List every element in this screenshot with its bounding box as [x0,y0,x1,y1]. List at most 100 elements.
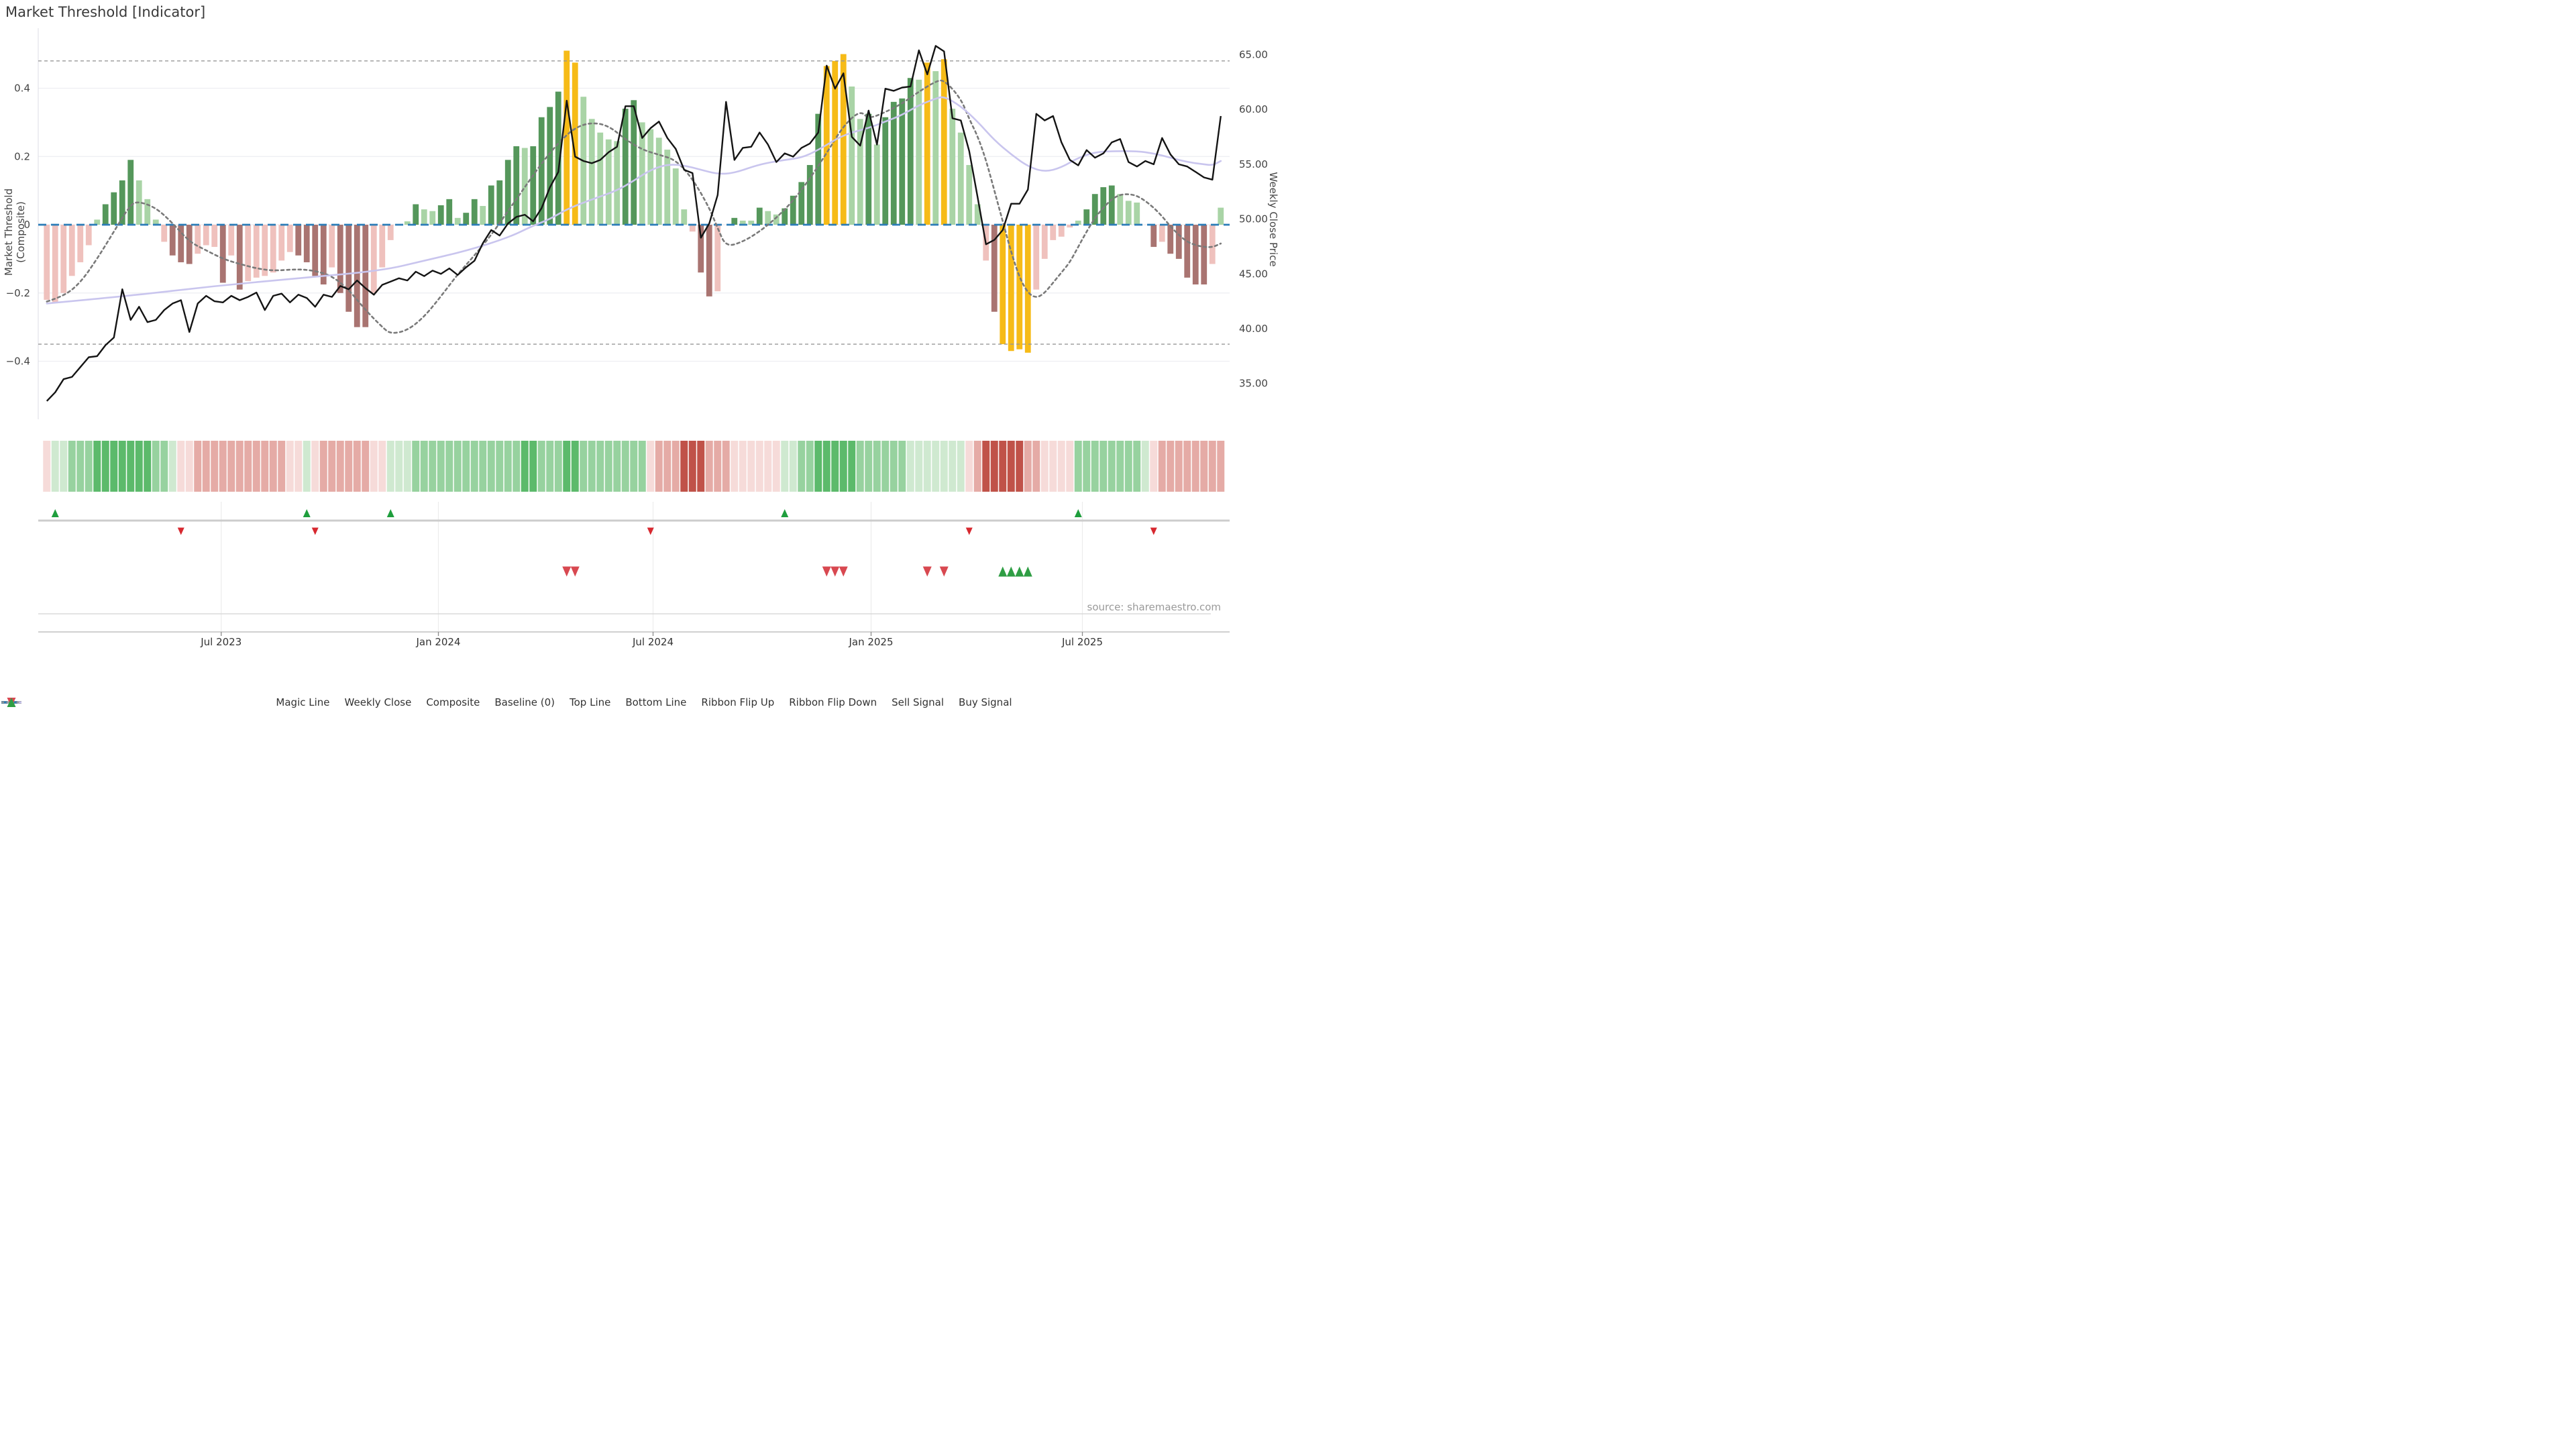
bar-week-40 [379,225,386,268]
bar-week-30 [295,225,302,256]
ribbon-cell-77 [688,441,696,492]
bar-week-65 [588,119,595,225]
legend-item-label: Baseline (0) [494,696,555,708]
bar-week-116 [1016,225,1023,350]
bar-week-13 [152,219,159,225]
ribbon-cell-117 [1024,441,1032,492]
ribbon-cell-124 [1083,441,1091,492]
ribbon-flip-up-marker [1074,509,1082,517]
magic-line [46,79,1222,334]
legend-swatch-triangle-up-green-large [7,698,16,707]
bar-week-109 [957,132,964,225]
ribbon-cell-105 [923,441,931,492]
ribbon-cell-135 [1175,441,1183,492]
ribbon-cell-10 [127,441,135,492]
ribbon-cell-134 [1167,441,1175,492]
ribbon-cell-94 [831,441,839,492]
ribbon-cell-85 [755,441,763,492]
left-axis-tick: −0.4 [6,356,30,368]
ribbon-cell-108 [949,441,957,492]
ribbon-cell-23 [235,441,244,492]
ribbon-cell-21 [219,441,227,492]
bar-week-51 [471,199,478,225]
ribbon-cell-61 [554,441,562,492]
ribbon-cell-20 [211,441,219,492]
ribbon-cell-26 [261,441,269,492]
bar-week-136 [1184,225,1191,278]
bar-week-99 [873,144,880,225]
ribbon-cell-109 [957,441,965,492]
ribbon-cell-5 [85,441,93,492]
ribbon-cell-2 [60,441,68,492]
ribbon-cell-45 [420,441,428,492]
ribbon-cell-13 [152,441,160,492]
ribbon-cell-84 [747,441,755,492]
bar-week-87 [773,214,780,225]
ribbon-cell-54 [496,441,504,492]
ribbon-cell-49 [453,441,462,492]
ribbon-cell-53 [487,441,495,492]
bar-week-52 [480,206,486,225]
legend-item-label: Sell Signal [892,696,945,708]
bar-week-5 [85,225,92,246]
ribbon-flip-up-marker [303,509,311,517]
ribbon-cell-27 [269,441,277,492]
ribbon-cell-137 [1191,441,1199,492]
legend-item-composite: Composite [1,696,480,708]
bar-week-12 [144,199,151,225]
ribbon-cell-30 [294,441,303,492]
bar-week-114 [1000,225,1006,345]
ribbon-cell-34 [328,441,336,492]
ribbon-cell-131 [1141,441,1149,492]
right-axis-tick: 55.00 [1239,158,1268,170]
bar-week-16 [178,225,184,262]
bar-week-83 [739,220,746,225]
ribbon-cell-89 [789,441,797,492]
bar-week-91 [806,164,813,225]
ribbon-cell-12 [144,441,152,492]
bar-week-6 [94,219,101,225]
ribbon-cell-120 [1049,441,1057,492]
ribbon-cell-15 [168,441,176,492]
bar-week-68 [614,141,621,225]
left-axis-tick: 0.2 [14,150,30,162]
legend-item-buy-signal: Buy Signal [7,696,1012,708]
ribbon-cell-57 [521,441,529,492]
ribbon-cell-65 [588,441,596,492]
ribbon-cell-17 [185,441,193,492]
ribbon-cell-116 [1016,441,1024,492]
ribbon-cell-4 [76,441,85,492]
bar-week-67 [605,139,612,225]
bar-week-24 [245,225,252,281]
ribbon-cell-76 [680,441,688,492]
ribbon-cell-81 [722,441,730,492]
bar-week-121 [1058,225,1065,237]
bar-week-55 [504,160,511,225]
ribbon-cell-103 [906,441,914,492]
bar-week-17 [186,225,193,264]
ribbon-cell-46 [429,441,437,492]
signal-markers [51,509,1157,577]
bar-week-23 [236,225,243,290]
bar-week-106 [932,71,939,225]
sell-signal-marker [830,566,840,577]
legend-item-label: Ribbon Flip Up [701,696,775,708]
bar-week-2 [60,225,67,293]
ribbon-cell-44 [412,441,420,492]
legend-item-label: Magic Line [276,696,330,708]
bar-week-126 [1100,187,1107,225]
ribbon-cell-119 [1040,441,1049,492]
ribbon-cell-6 [93,441,101,492]
ribbon-cell-50 [462,441,470,492]
legend-item-bottom-line: Bottom Line [1,696,686,708]
bar-week-35 [337,225,343,293]
bar-week-29 [286,225,293,252]
bar-week-28 [278,225,285,261]
ribbon-cell-31 [303,441,311,492]
ribbon-cell-59 [537,441,545,492]
ribbon-cell-35 [336,441,344,492]
bar-week-54 [496,180,503,225]
bar-week-70 [631,100,637,225]
bar-week-105 [924,62,930,225]
right-axis-tick: 40.00 [1239,323,1268,335]
